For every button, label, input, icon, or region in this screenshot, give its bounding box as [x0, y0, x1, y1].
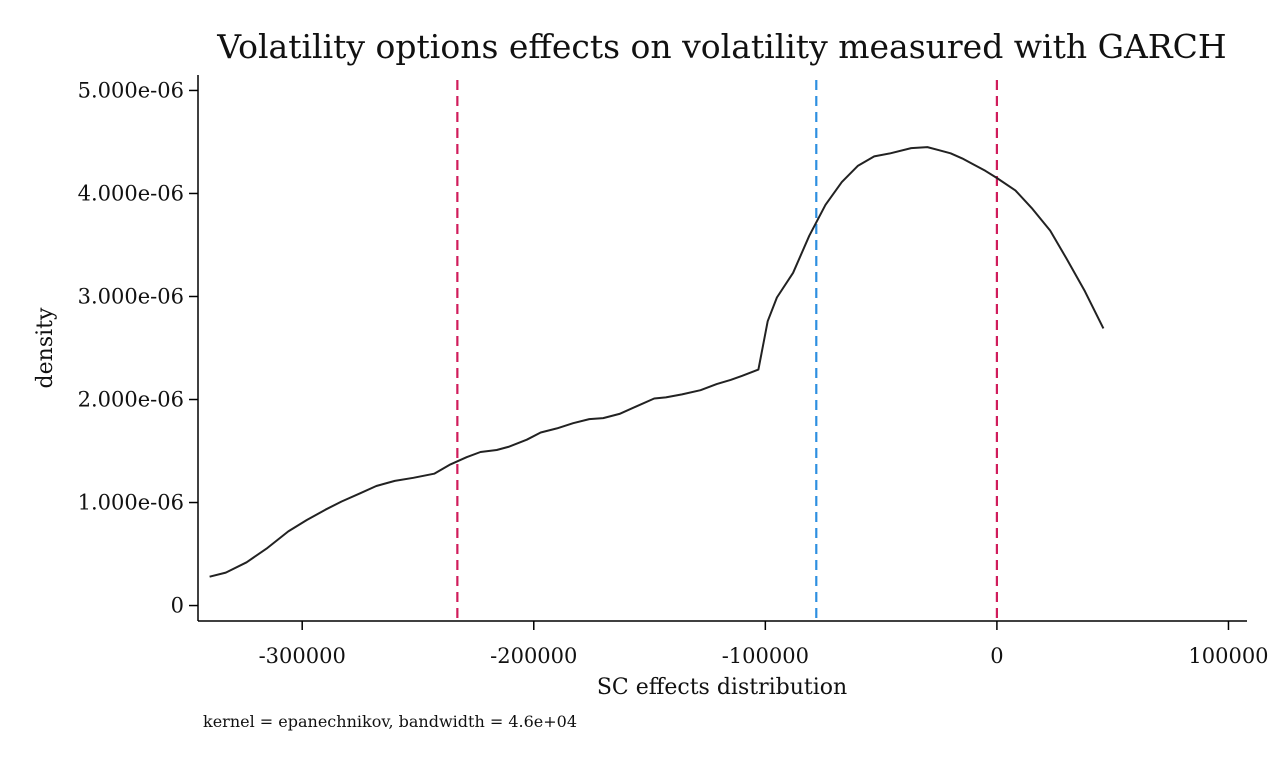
x-tick-label: -200000 [490, 644, 577, 668]
y-axis-ticks: 0 1.000e-06 2.000e-06 3.000e-06 4.000e-06 5.0… [78, 78, 198, 618]
chart-title: Volatility options effects on volatility… [216, 27, 1226, 66]
y-tick-label: 1.000e-06 [78, 491, 184, 515]
x-tick-label: 100000 [1188, 644, 1268, 668]
density-curve [209, 146, 1105, 578]
y-tick-label: 4.000e-06 [78, 181, 184, 205]
plot-area [209, 80, 1105, 621]
x-tick-label: 0 [990, 644, 1003, 668]
x-axis-label: SC effects distribution [597, 675, 847, 700]
x-tick-label: -300000 [259, 644, 346, 668]
y-tick-label: 3.000e-06 [78, 284, 184, 308]
kernel-note: kernel = epanechnikov, bandwidth = 4.6e+… [203, 712, 577, 731]
y-tick-label: 5.000e-06 [78, 78, 184, 102]
x-axis-ticks: -300000 -200000 -100000 0 100000 [259, 621, 1269, 668]
y-axis-label: density [33, 307, 58, 388]
x-tick-label: -100000 [722, 644, 809, 668]
y-tick-label: 2.000e-06 [78, 388, 184, 412]
y-tick-label: 0 [171, 594, 184, 618]
